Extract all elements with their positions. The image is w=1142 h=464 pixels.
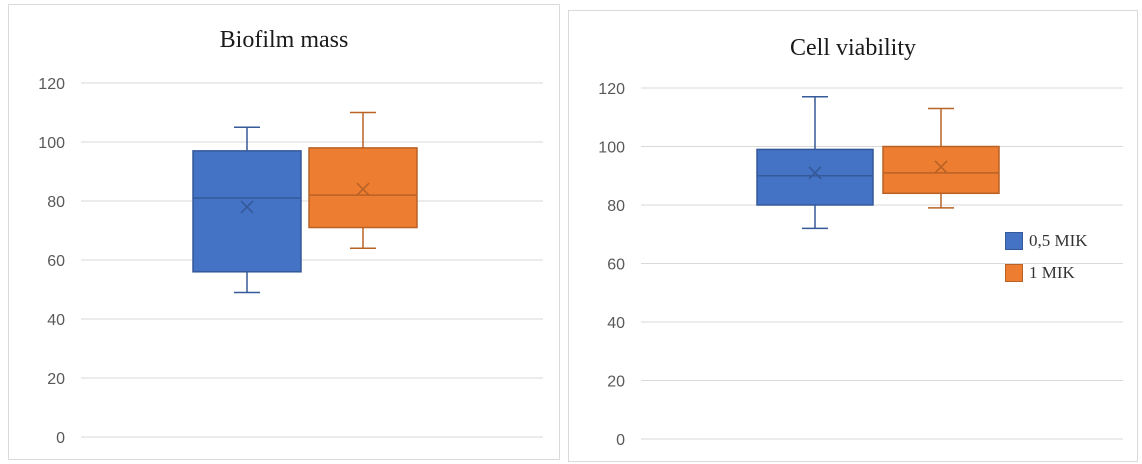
y-tick-label: 60 [607,257,625,274]
y-tick-label: 0 [616,432,625,449]
chart-title: Cell viability [790,35,916,61]
mean-marker [240,200,254,214]
y-tick-label: 0 [56,430,65,447]
chart-panel-cell-viability: Cell viability 0 20 40 60 80 100 120 0,5 MIK 1… [568,10,1138,462]
legend-label: 1 MIK [1029,263,1075,282]
mean-marker [356,182,370,196]
y-tick-label: 80 [607,198,625,215]
legend: 0,5 MIK 1 MIK [1005,227,1088,291]
y-tick-label: 120 [38,76,65,93]
box-iqr [756,148,874,206]
y-tick-label: 120 [598,81,625,98]
chart-plot-biofilm-mass: 0 20 40 60 80 100 120 [38,76,543,447]
y-tick-label: 80 [47,194,65,211]
chart-plot-cell-viability: 0 20 40 60 80 100 120 [598,81,1123,449]
legend-item-0-5-mik: 0,5 MIK [1005,227,1088,255]
y-tick-label: 40 [47,312,65,329]
box-1-mik [882,107,1000,209]
legend-label: 0,5 MIK [1029,231,1088,250]
legend-swatch-orange [1005,264,1023,282]
legend-swatch-blue [1005,232,1023,250]
y-tick-label: 100 [38,135,65,152]
y-tick-label: 100 [598,140,625,157]
box-iqr [308,147,418,229]
y-tick-label: 40 [607,315,625,332]
box-iqr [192,150,302,273]
box-0-5-mik [192,126,302,294]
box-iqr [882,145,1000,195]
legend-item-1-mik: 1 MIK [1005,259,1088,287]
mean-marker [808,166,822,180]
y-tick-label: 20 [607,374,625,391]
mean-marker [934,160,948,174]
y-tick-label: 60 [47,253,65,270]
y-tick-label: 20 [47,371,65,388]
box-1-mik [308,111,418,249]
box-0-5-mik [756,96,874,230]
chart-title: Biofilm mass [219,27,349,53]
chart-panel-biofilm-mass: Biofilm mass 0 20 40 60 80 100 120 [8,4,560,460]
